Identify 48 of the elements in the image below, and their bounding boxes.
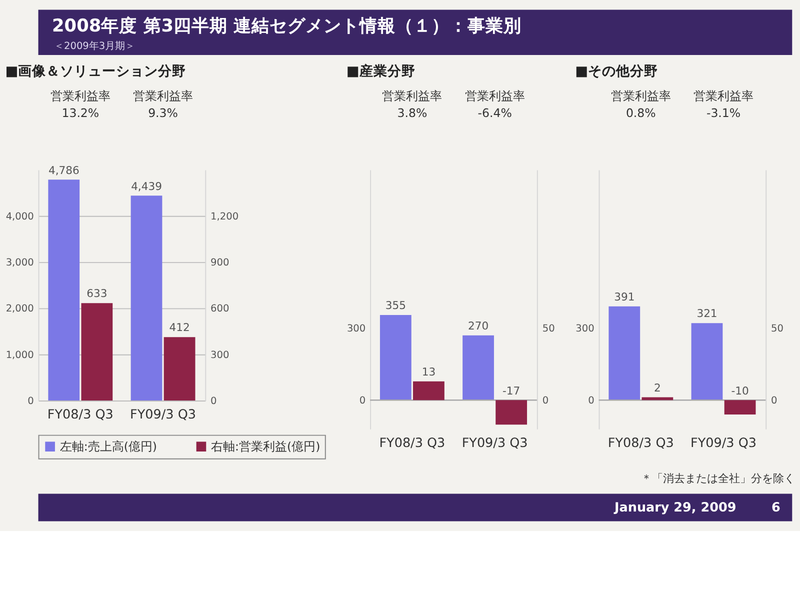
y-tick-label: 2,000 xyxy=(6,304,34,315)
data-label: -10 xyxy=(731,384,749,398)
legend-label: 左軸:売上高(億円) xyxy=(60,440,158,454)
data-label: 412 xyxy=(169,321,190,334)
text: January 29, 2009 xyxy=(614,500,736,516)
x-tick-label: FY08/3 Q3 xyxy=(47,408,114,423)
chart-title: ■画像＆ソリューション分野 xyxy=(5,64,186,80)
chart-title: ■その他分野 xyxy=(575,64,658,80)
data-label: 321 xyxy=(696,307,718,320)
data-label: 270 xyxy=(468,319,489,332)
x-tick-label: FY09/3 Q3 xyxy=(690,436,756,452)
chart-title: ■産業分野 xyxy=(346,62,416,80)
text: 営業利益率 13.2% xyxy=(50,89,110,120)
data-label: 391 xyxy=(614,290,635,304)
y2-tick-label: 0 xyxy=(542,396,549,407)
y-tick-label: 0 xyxy=(28,396,34,407)
y2-tick-label: 50 xyxy=(542,324,555,335)
legend-label: 右軸:営業利益(億円) xyxy=(211,440,320,454)
text: 6 xyxy=(771,500,780,516)
y2-tick-label: 900 xyxy=(210,258,230,268)
x-tick-label: FY09/3 Q3 xyxy=(130,408,196,423)
y2-tick-label: 0 xyxy=(210,396,217,407)
y2-tick-label: 50 xyxy=(771,324,784,335)
text: 営業利益率 3.8% xyxy=(382,89,442,120)
y2-tick-label: 0 xyxy=(771,396,778,407)
x-tick-label: FY09/3 Q3 xyxy=(462,436,528,452)
text: ＊「消去または全社」分を除く xyxy=(641,472,796,485)
data-label: 13 xyxy=(422,366,436,379)
text: 営業利益率 0.8% xyxy=(610,89,671,120)
y2-tick-label: 600 xyxy=(210,304,230,315)
y-tick-label: 4,000 xyxy=(6,211,34,222)
text: 営業利益率 -6.4% xyxy=(464,89,525,120)
data-label: 355 xyxy=(385,299,406,312)
data-label: 633 xyxy=(86,287,108,300)
y2-tick-label: 1,200 xyxy=(210,211,239,222)
x-tick-label: FY08/3 Q3 xyxy=(379,436,446,452)
text: ＜2009年3月期＞ xyxy=(54,40,136,52)
text: 営業利益率 9.3% xyxy=(133,89,194,120)
x-tick-label: FY08/3 Q3 xyxy=(608,436,674,452)
text: 営業利益率 -3.1% xyxy=(694,89,754,120)
y2-tick-label: 300 xyxy=(210,350,230,361)
y-tick-label: 1,000 xyxy=(6,350,34,361)
text: 2008年度 第3四半期 連結セグメント情報（１）：事業別 xyxy=(52,15,522,36)
data-label: -17 xyxy=(502,384,520,398)
data-label: 4,439 xyxy=(131,180,162,193)
data-label: 4,786 xyxy=(48,164,80,177)
data-label: 2 xyxy=(654,381,661,394)
y-tick-label: 3,000 xyxy=(6,258,34,268)
